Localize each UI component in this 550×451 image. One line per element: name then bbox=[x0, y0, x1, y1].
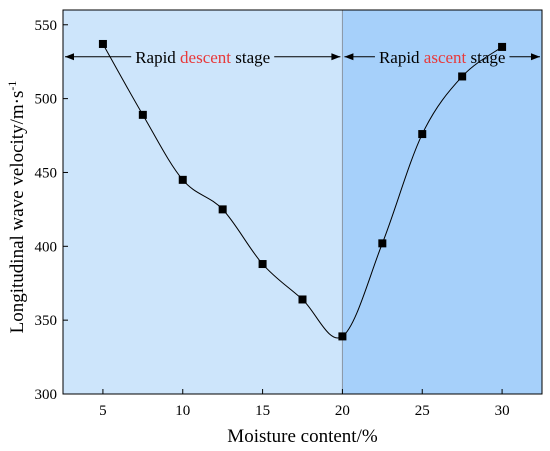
data-point-10 bbox=[498, 42, 507, 51]
y-axis-label-text: Longitudinal wave velocity/m·s bbox=[7, 91, 28, 334]
annotation-part-ascent-0: Rapid bbox=[379, 48, 424, 67]
series-points bbox=[98, 39, 507, 341]
data-point-7 bbox=[378, 239, 387, 248]
x-tick-label: 5 bbox=[99, 403, 107, 419]
y-axis-label-superscript: -1 bbox=[5, 81, 19, 91]
y-tick-label: 500 bbox=[35, 92, 58, 108]
data-point-9 bbox=[458, 72, 467, 81]
data-point-4 bbox=[258, 260, 267, 269]
x-tick-label: 30 bbox=[495, 403, 510, 419]
data-point-0 bbox=[98, 39, 107, 48]
x-tick-label: 20 bbox=[335, 403, 350, 419]
data-point-1 bbox=[138, 110, 147, 119]
data-point-5 bbox=[298, 295, 307, 304]
y-tick-label: 350 bbox=[35, 313, 58, 329]
region-1 bbox=[342, 10, 542, 394]
x-tick-label: 25 bbox=[415, 403, 430, 419]
y-tick-label: 300 bbox=[35, 387, 58, 403]
y-tick-label: 400 bbox=[35, 239, 58, 255]
y-tick-label: 550 bbox=[35, 18, 58, 34]
annotation-descent: Rapid descent stage bbox=[65, 48, 341, 67]
annotation-part-descent-1: descent bbox=[180, 48, 231, 67]
background-regions bbox=[63, 10, 542, 394]
data-point-2 bbox=[178, 175, 187, 184]
annotation-text-descent: Rapid descent stage bbox=[135, 48, 270, 67]
arrowhead-left-descent bbox=[65, 53, 74, 61]
y-axis-label: Longitudinal wave velocity/m·s-1 bbox=[5, 81, 28, 334]
arrowhead-right-ascent bbox=[531, 53, 540, 61]
x-tick-label: 15 bbox=[255, 403, 270, 419]
x-axis-ticks: 5 10 15 20 25 30 bbox=[99, 389, 510, 419]
series-curve bbox=[102, 43, 503, 339]
arrowhead-right-descent bbox=[331, 53, 341, 61]
x-tick-label: 10 bbox=[175, 403, 190, 419]
annotation-part-descent-0: Rapid bbox=[135, 48, 180, 67]
data-point-8 bbox=[418, 130, 427, 139]
region-0 bbox=[63, 10, 343, 394]
annotation-part-ascent-1: ascent bbox=[424, 48, 467, 67]
data-point-6 bbox=[338, 332, 347, 341]
x-axis-label: Moisture content/% bbox=[227, 426, 378, 447]
data-point-3 bbox=[218, 205, 227, 214]
annotation-part-descent-2: stage bbox=[231, 48, 270, 67]
y-axis-ticks: 300 350 400 450 500 550 bbox=[35, 18, 68, 403]
arrowhead-left-ascent bbox=[344, 53, 354, 61]
plot-frame bbox=[62, 9, 543, 395]
y-tick-label: 450 bbox=[35, 165, 58, 181]
